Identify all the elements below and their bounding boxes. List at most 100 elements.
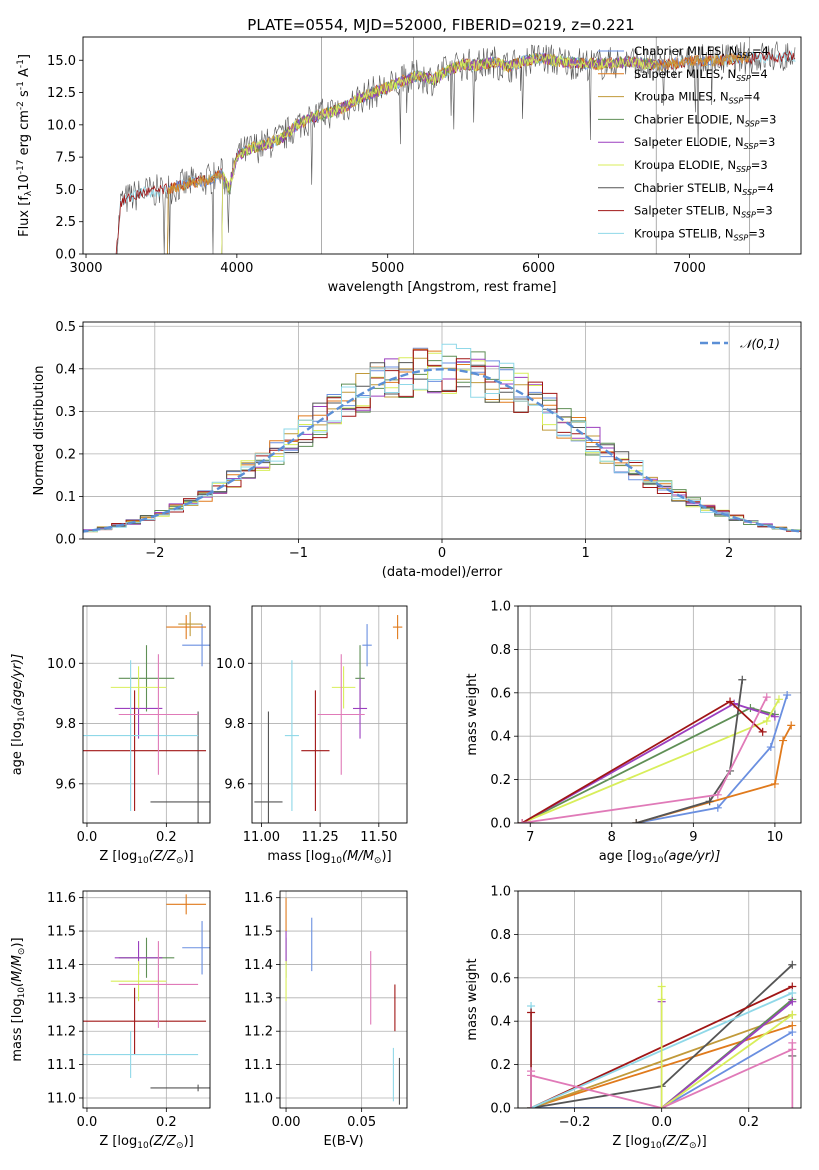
series-line-c_STELIB	[636, 679, 744, 823]
label-part: 10	[17, 174, 32, 191]
series-marker-s_STELIB	[758, 727, 767, 736]
series-marker-s_MILES	[770, 779, 779, 788]
label-part: -1	[16, 81, 26, 90]
x-tick-label: −1	[289, 546, 308, 561]
legend-prefix: Kroupa ELODIE, N	[634, 158, 736, 172]
legend-entry: Salpeter MILES, NSSP=4	[634, 67, 768, 83]
label-part: mass [log	[10, 998, 25, 1061]
series-marker-c_STELIB	[788, 960, 797, 969]
y-axis-label: Normed distribution	[32, 366, 47, 496]
x-tick-label: 0.0	[77, 1115, 98, 1130]
label-part: )]	[10, 937, 25, 947]
legend-sub: SSP	[741, 211, 756, 220]
series-marker-c_STELIB	[705, 797, 714, 806]
legend-entry: Kroupa MILES, NSSP=4	[634, 90, 760, 106]
x-tick-label: 1	[581, 546, 589, 561]
y-tick-label: 0.2	[55, 447, 76, 462]
label-part: Z [log	[99, 1134, 137, 1149]
y-tick-label: 7.5	[55, 151, 76, 166]
y-tick-label: 9.6	[55, 777, 76, 792]
label-part: )]	[184, 849, 194, 864]
label-part: mass [log	[267, 849, 330, 864]
axes-frame	[82, 36, 802, 255]
y-tick-label: 11.6	[47, 891, 76, 906]
stem-marker-s_STELIB	[527, 1008, 536, 1017]
legend-sub: SSP	[744, 142, 759, 151]
legend: Chabrier MILES, NSSP=4 Salpeter MILES, NS…	[598, 44, 776, 242]
legend-sub: SSP	[745, 119, 760, 128]
series-marker-s_MILES	[779, 736, 788, 745]
legend-suffix: =3	[751, 158, 768, 172]
series-marker-s_MILES	[788, 1021, 797, 1030]
x-tick-label: 7	[526, 830, 534, 845]
label-part: wavelength [Angstrom, rest frame]	[328, 280, 557, 295]
y-tick-label: 11.2	[47, 1025, 76, 1040]
label-part: Z [log	[612, 1134, 650, 1149]
label-part: )]	[184, 1134, 194, 1149]
legend-suffix: =4	[743, 90, 760, 104]
label-part: (Z/Z	[149, 1134, 177, 1149]
y-tick-label: 11.4	[47, 958, 76, 973]
legend-sub: SSP	[734, 233, 749, 242]
y-tick-label: 0.6	[490, 686, 511, 701]
series-marker-s_ELODIE	[770, 712, 779, 721]
x-tick-label: 5000	[371, 261, 404, 276]
normal-curve	[83, 368, 801, 533]
axes-frame	[82, 605, 211, 824]
spectrum-line-c_MILES	[167, 52, 750, 254]
x-tick-label: 0	[438, 546, 446, 561]
x-tick-label: 9	[689, 830, 697, 845]
series-marker-k_ELODIE	[774, 695, 783, 704]
spectrum-line-k_STELIB	[115, 50, 796, 254]
series-marker-k_ELODIE	[762, 717, 771, 726]
plot-area	[285, 897, 400, 1105]
label-part: mass weight	[465, 958, 480, 1040]
series-line-k_ELODIE	[661, 1013, 793, 1108]
x-tick-label: 0.2	[738, 1115, 759, 1130]
legend-entry: Chabrier MILES, NSSP=4	[634, 44, 769, 60]
x-axis-label: Z [log10(Z/Z⊙)]	[99, 1134, 193, 1151]
label-part: ⊙	[176, 856, 184, 866]
spectrum-line-k_ELODIE	[221, 53, 657, 254]
label-part: ⊙	[374, 856, 382, 866]
label-part: 10	[137, 856, 149, 866]
y-tick-label: 1.0	[490, 600, 511, 615]
legend-sub: SSP	[729, 97, 744, 106]
x-tick-label: −0.2	[559, 1115, 591, 1130]
legend-prefix: Chabrier ELODIE, N	[634, 112, 745, 126]
legend-entry: Kroupa ELODIE, NSSP=3	[634, 158, 768, 174]
label-part: ⊙	[176, 1141, 184, 1151]
x-tick-label: 4000	[220, 261, 253, 276]
label-part: (M/M	[342, 849, 374, 864]
legend-prefix: Salpeter ELODIE, N	[634, 135, 744, 149]
x-tick-label: 6000	[522, 261, 555, 276]
stem-marker-k_ELODIE	[657, 995, 666, 1004]
y-tick-label: 11.1	[244, 1058, 273, 1073]
y-tick-label: 0.4	[490, 1015, 511, 1030]
axes-frame	[279, 890, 408, 1109]
y-tick-label: 10.0	[47, 657, 76, 672]
series-marker-s_MILES	[787, 721, 796, 730]
plot-area	[83, 894, 210, 1092]
label-part: ⊙	[689, 1141, 697, 1151]
y-tick-label: 11.2	[244, 1025, 273, 1040]
x-tick-label: 0.2	[156, 830, 177, 845]
y-tick-label: 11.5	[47, 925, 76, 940]
y-tick-label: 11.6	[244, 891, 273, 906]
stem-marker-p_extra	[527, 1067, 536, 1076]
y-tick-label: 2.5	[55, 215, 76, 230]
series-marker-k_ELODIE	[788, 1010, 797, 1019]
axes-frame	[517, 605, 802, 824]
legend-prefix: Kroupa STELIB, N	[634, 226, 734, 240]
x-axis-label: wavelength [Angstrom, rest frame]	[328, 280, 557, 295]
label-part: Flux [f	[17, 196, 32, 237]
legend-prefix: Kroupa MILES, N	[634, 90, 729, 104]
x-tick-label: −2	[145, 546, 164, 561]
label-part: (data-model)/error	[382, 565, 503, 580]
y-tick-label: 0.3	[55, 405, 76, 420]
y-tick-label: 0.0	[490, 817, 511, 832]
label-part: E(B-V)	[323, 1134, 363, 1149]
y-tick-label: 5.0	[55, 183, 76, 198]
x-tick-label: 0.0	[651, 1115, 672, 1130]
label-part: -17	[16, 160, 26, 175]
